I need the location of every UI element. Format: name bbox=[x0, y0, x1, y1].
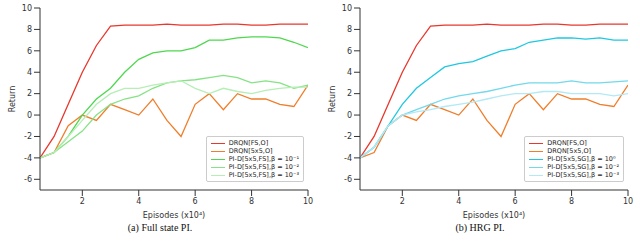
html-text:PI-D[5x5,FS],β = 10⁻³: PI-D[5x5,FS],β = 10⁻³ bbox=[228, 171, 299, 179]
html-text:(b) HRG PI.: (b) HRG PI. bbox=[455, 222, 505, 233]
svg-text:2: 2 bbox=[347, 89, 352, 98]
svg-text:10: 10 bbox=[342, 4, 352, 13]
svg-text:-2: -2 bbox=[344, 132, 352, 141]
svg-text:10: 10 bbox=[623, 197, 632, 206]
html-text:DRQN[5x5,O]: DRQN[5x5,O] bbox=[228, 147, 273, 155]
svg-text:-6: -6 bbox=[24, 175, 32, 184]
svg-text:Return: Return bbox=[8, 86, 17, 113]
svg-text:-4: -4 bbox=[24, 154, 32, 163]
html-text:PI-D[5x5,FS],β = 10⁻²: PI-D[5x5,FS],β = 10⁻² bbox=[228, 163, 299, 171]
svg-text:-4: -4 bbox=[344, 154, 352, 163]
svg-text:2: 2 bbox=[27, 89, 32, 98]
svg-text:Episodes (x10⁴): Episodes (x10⁴) bbox=[143, 211, 206, 220]
svg-text:-2: -2 bbox=[24, 132, 32, 141]
svg-text:4: 4 bbox=[136, 197, 141, 206]
html-text:DRQN[5x5,O]: DRQN[5x5,O] bbox=[547, 147, 592, 155]
svg-text:2: 2 bbox=[400, 197, 405, 206]
svg-text:10: 10 bbox=[303, 197, 313, 206]
svg-text:Return: Return bbox=[328, 86, 337, 113]
svg-text:4: 4 bbox=[456, 197, 461, 206]
svg-text:6: 6 bbox=[27, 47, 32, 56]
svg-text:6: 6 bbox=[513, 197, 518, 206]
svg-text:4: 4 bbox=[27, 68, 32, 77]
svg-text:6: 6 bbox=[347, 47, 352, 56]
svg-text:6: 6 bbox=[193, 197, 198, 206]
svg-text:0: 0 bbox=[347, 111, 352, 120]
html-text:DRQN[FS,O]: DRQN[FS,O] bbox=[228, 139, 269, 147]
svg-text:10: 10 bbox=[22, 4, 32, 13]
html-text:PI-D[5x5,SG],β = 10⁻³: PI-D[5x5,SG],β = 10⁻³ bbox=[547, 171, 619, 179]
svg-text:2: 2 bbox=[80, 197, 85, 206]
svg-text:Episodes (x10⁴): Episodes (x10⁴) bbox=[463, 211, 526, 220]
svg-text:8: 8 bbox=[27, 25, 32, 34]
html-text:DRQN[FS,O]: DRQN[FS,O] bbox=[547, 139, 587, 147]
html-text:PI-D[5x5,SG],β = 10⁻²: PI-D[5x5,SG],β = 10⁻² bbox=[547, 163, 619, 171]
html-text:PI-D[5x5,FS],β = 10⁻¹: PI-D[5x5,FS],β = 10⁻¹ bbox=[228, 155, 299, 163]
svg-text:0: 0 bbox=[27, 111, 32, 120]
html-text:PI-D[5x5,SG],β = 10⁰: PI-D[5x5,SG],β = 10⁰ bbox=[547, 155, 616, 163]
svg-text:8: 8 bbox=[347, 25, 352, 34]
svg-text:-6: -6 bbox=[344, 175, 352, 184]
svg-text:8: 8 bbox=[569, 197, 574, 206]
svg-text:8: 8 bbox=[249, 197, 254, 206]
svg-text:4: 4 bbox=[347, 68, 352, 77]
html-text:(a) Full state PI.: (a) Full state PI. bbox=[127, 222, 193, 233]
